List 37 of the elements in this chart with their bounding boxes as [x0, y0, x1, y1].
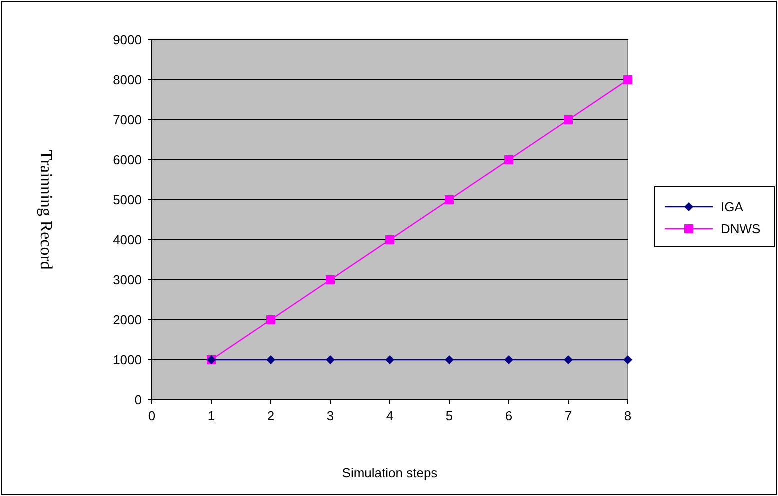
point — [386, 356, 394, 364]
point — [326, 276, 335, 284]
y-tick-label: 5000 — [113, 192, 142, 208]
point — [266, 356, 276, 364]
point — [504, 156, 514, 164]
y-tick-label: 9000 — [113, 32, 142, 48]
x-tick-label: 4 — [386, 408, 394, 424]
x-tick-label: 6 — [505, 408, 513, 424]
y-tick-label: 8000 — [113, 72, 142, 88]
point — [504, 356, 514, 364]
point — [624, 76, 632, 84]
y-tick-label: 1000 — [113, 352, 142, 368]
y-tick-label: 7000 — [113, 112, 142, 128]
point — [564, 116, 573, 124]
y-tick-label: 0 — [134, 392, 142, 408]
x-tick-label: 0 — [148, 408, 156, 424]
x-tick-label: 8 — [624, 408, 632, 424]
point — [564, 356, 573, 364]
legend-label: IGA — [721, 200, 744, 215]
y-tick-label: 3000 — [113, 272, 142, 288]
y-tick-label: 2000 — [113, 312, 142, 328]
point — [266, 316, 276, 324]
y-tick-label: 6000 — [113, 152, 142, 168]
x-tick-label: 3 — [326, 408, 334, 424]
y-axis-title: Trainning Record — [37, 150, 56, 270]
y-tick-label: 4000 — [113, 232, 142, 248]
point — [326, 356, 335, 364]
point — [624, 356, 632, 364]
point — [445, 196, 454, 204]
x-tick-label: 2 — [267, 408, 275, 424]
point — [445, 356, 454, 364]
x-axis-title: Simulation steps — [342, 466, 438, 481]
x-tick-label: 7 — [564, 408, 572, 424]
x-tick-label: 1 — [208, 408, 216, 424]
point — [386, 236, 394, 244]
x-tick-label: 5 — [446, 408, 454, 424]
legend-label: DNWS — [721, 222, 762, 237]
